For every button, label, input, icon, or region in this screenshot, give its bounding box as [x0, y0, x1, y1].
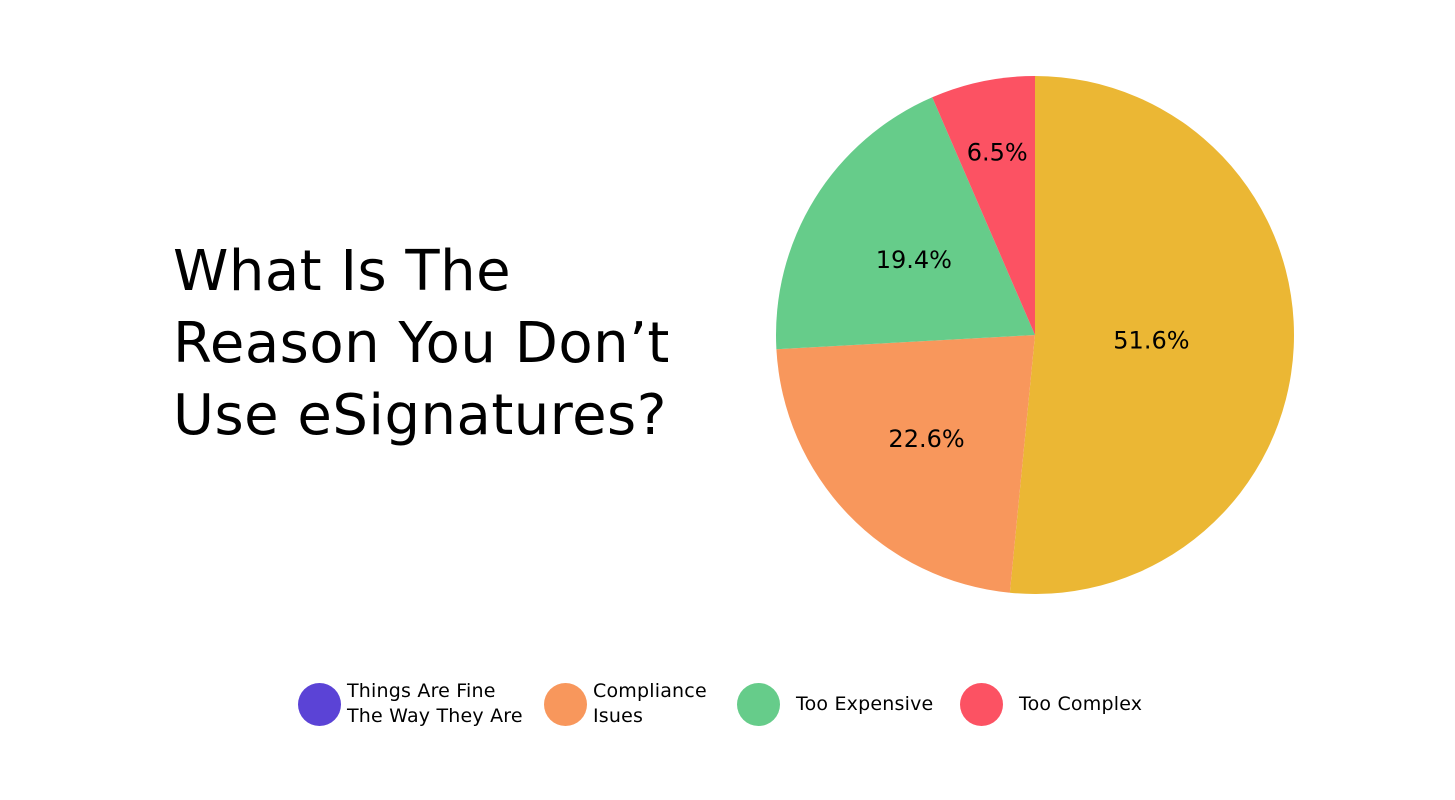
pie-chart: 51.6% 22.6% 19.4% 6.5%: [776, 76, 1295, 594]
pie-slice-value-label: 19.4%: [876, 246, 952, 274]
chart-title-line-2: Reason You Don’t: [173, 311, 670, 376]
pie-slice-value-label: 6.5%: [967, 138, 1028, 166]
pie-slice-value-label: 51.6%: [1113, 327, 1189, 355]
pie-slice-compliance-isues: [776, 335, 1035, 593]
legend-label: Compliance Isues: [593, 679, 723, 729]
legend-label-line: Too Complex: [1019, 692, 1143, 715]
legend-label-line: Things Are Fine: [347, 680, 496, 702]
legend-swatch: [298, 682, 341, 726]
legend-item-too-complex: Too Complex: [960, 682, 1179, 726]
legend-item-too-expensive: Too Expensive: [737, 682, 946, 726]
legend-label: Too Expensive: [786, 692, 946, 717]
legend-swatch: [960, 682, 1003, 726]
legend-label: Too Complex: [1009, 692, 1179, 717]
pie-slice-too-complex: [932, 76, 1035, 335]
chart-title: What Is The Reason You Don’t Use eSignat…: [173, 236, 733, 452]
legend-label: Things Are Fine The Way They Are: [347, 679, 530, 729]
chart-title-line-3: Use eSignatures?: [173, 383, 667, 448]
pie-slice-value-label: 22.6%: [888, 425, 964, 453]
legend-swatch: [737, 682, 780, 726]
pie-slice-too-expensive: [776, 97, 1035, 350]
legend-label-line: Compliance: [593, 680, 707, 702]
legend-label-line: The Way They Are: [347, 705, 523, 727]
chart-title-line-1: What Is The: [173, 239, 512, 304]
chart-legend: Things Are Fine The Way They Are Complia…: [298, 678, 1193, 730]
legend-label-line: Isues: [593, 705, 644, 727]
legend-swatch: [544, 682, 587, 726]
pie-slice-things-are-fine-the-way-they-are: [1009, 76, 1295, 594]
legend-label-line: Too Expensive: [796, 692, 934, 715]
legend-item-things-are-fine: Things Are Fine The Way They Are: [298, 679, 530, 729]
legend-item-compliance-issues: Compliance Isues: [544, 679, 723, 729]
